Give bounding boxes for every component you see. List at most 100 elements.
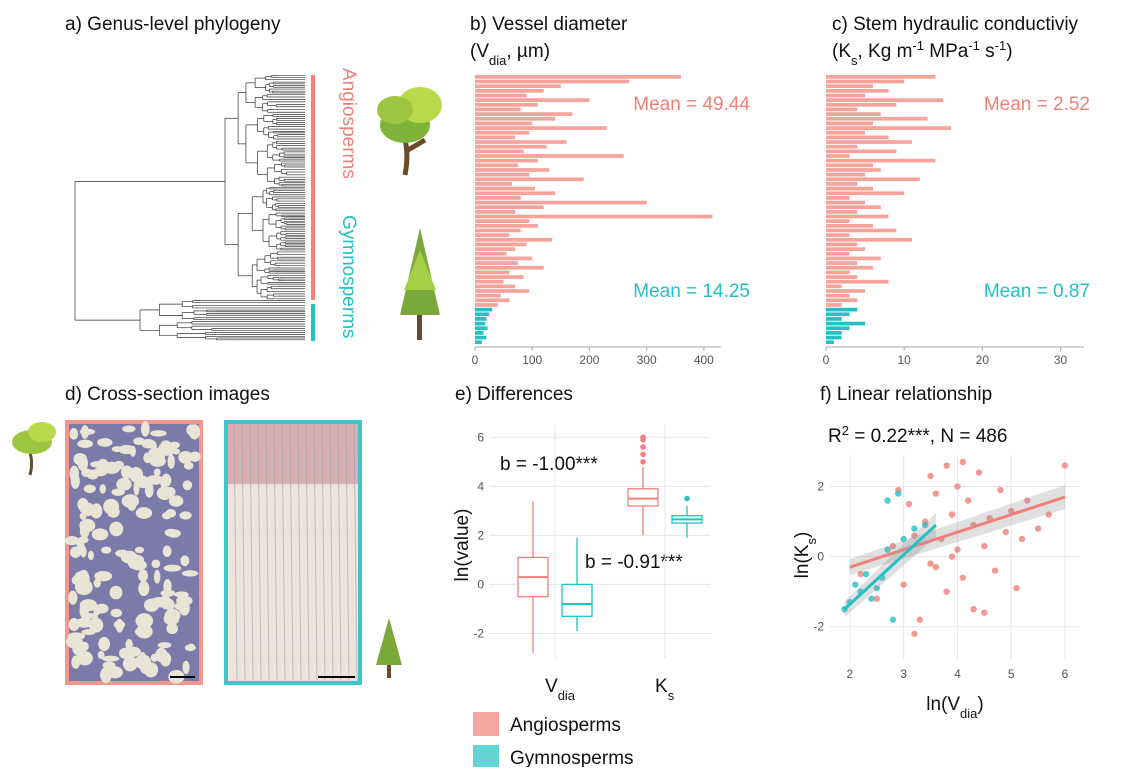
annotation: b = -0.91***	[585, 552, 683, 573]
vessel	[79, 524, 90, 539]
bar	[826, 265, 873, 270]
point	[852, 581, 859, 588]
tracheid-row	[249, 423, 254, 682]
outlier	[684, 495, 690, 502]
bar	[826, 75, 936, 79]
tracheid-row	[297, 423, 302, 682]
vessel	[73, 452, 88, 466]
vessel	[157, 642, 172, 649]
cross-section-gymnosperm	[224, 420, 362, 685]
tree-icon	[12, 422, 56, 476]
vessel	[111, 488, 125, 496]
vessel	[121, 494, 140, 508]
point	[921, 521, 929, 529]
point	[943, 462, 950, 469]
vessel	[178, 450, 193, 464]
vessel	[135, 507, 153, 519]
vessel	[83, 484, 96, 494]
bar	[826, 84, 873, 89]
point	[997, 486, 1004, 494]
bar	[475, 256, 533, 261]
legend-label: Angiosperms	[510, 715, 621, 736]
bar	[826, 307, 858, 312]
point	[895, 490, 902, 497]
bar	[826, 223, 873, 228]
vessel	[138, 580, 150, 597]
vessel	[151, 559, 161, 569]
tracheid-row	[281, 423, 286, 682]
vessel	[123, 646, 141, 658]
bar	[826, 154, 850, 158]
point	[927, 560, 934, 567]
bar	[826, 289, 866, 293]
bar	[826, 107, 858, 112]
bar	[475, 247, 516, 251]
vessel	[109, 585, 123, 600]
vessel	[181, 570, 199, 577]
bar	[475, 98, 590, 102]
bar	[475, 317, 487, 321]
bar	[475, 228, 521, 233]
bar	[826, 116, 928, 121]
y-axis-label: ln(value)	[452, 509, 473, 582]
bar	[475, 237, 553, 242]
vessel	[77, 439, 94, 449]
bar	[826, 135, 889, 140]
panel-title: b) Vessel diameter	[470, 14, 628, 35]
point	[991, 567, 999, 574]
bar	[475, 121, 533, 126]
bar	[826, 102, 897, 107]
x-tick-label: 0	[472, 353, 479, 367]
bar	[826, 130, 866, 135]
bar	[475, 298, 510, 303]
vessel	[167, 614, 177, 626]
panel-subtitle: (Ks, Kg m-1 MPa-1 s-1)	[832, 38, 1013, 68]
bar	[475, 214, 713, 219]
vessel	[166, 622, 179, 635]
vessel	[143, 598, 160, 612]
bar	[826, 210, 858, 214]
vessel	[93, 578, 101, 588]
bar	[475, 186, 536, 191]
tracheid-row	[329, 423, 334, 682]
vessel	[129, 445, 136, 457]
bar	[475, 158, 538, 163]
point	[868, 595, 875, 602]
outlier	[640, 451, 646, 458]
vessel	[135, 613, 154, 629]
point	[1061, 462, 1069, 469]
bar	[475, 242, 527, 247]
vessel	[122, 656, 138, 672]
bar	[826, 158, 936, 163]
tracheid-row	[353, 423, 358, 682]
bar	[475, 107, 521, 112]
point	[889, 542, 897, 550]
bar	[826, 172, 866, 177]
bar	[475, 79, 630, 84]
y-tick-label: 2	[477, 528, 484, 542]
vessel	[97, 438, 113, 447]
vessel	[81, 629, 96, 636]
bar	[475, 331, 484, 335]
bar	[475, 191, 556, 196]
annotation: Mean = 14.25	[633, 281, 750, 302]
panel-title: e) Differences	[455, 384, 573, 405]
bar	[826, 163, 873, 168]
x-tick-label: 6	[1062, 667, 1069, 681]
outlier	[640, 444, 646, 450]
legend: Angiosperms Gymnosperms	[473, 712, 634, 769]
vessel	[155, 647, 168, 663]
tracheid-row	[265, 423, 270, 682]
bar	[826, 256, 881, 261]
bar	[475, 303, 498, 307]
bar	[475, 340, 482, 345]
vessel	[182, 480, 193, 491]
point	[981, 609, 988, 616]
x-tick-label: Ks	[655, 676, 675, 703]
bar	[826, 293, 850, 298]
vessel	[167, 529, 181, 538]
y-tick-label: 0	[477, 577, 484, 591]
bar	[475, 200, 647, 205]
bar	[475, 205, 544, 210]
clade-label: Angiosperms	[338, 68, 359, 179]
